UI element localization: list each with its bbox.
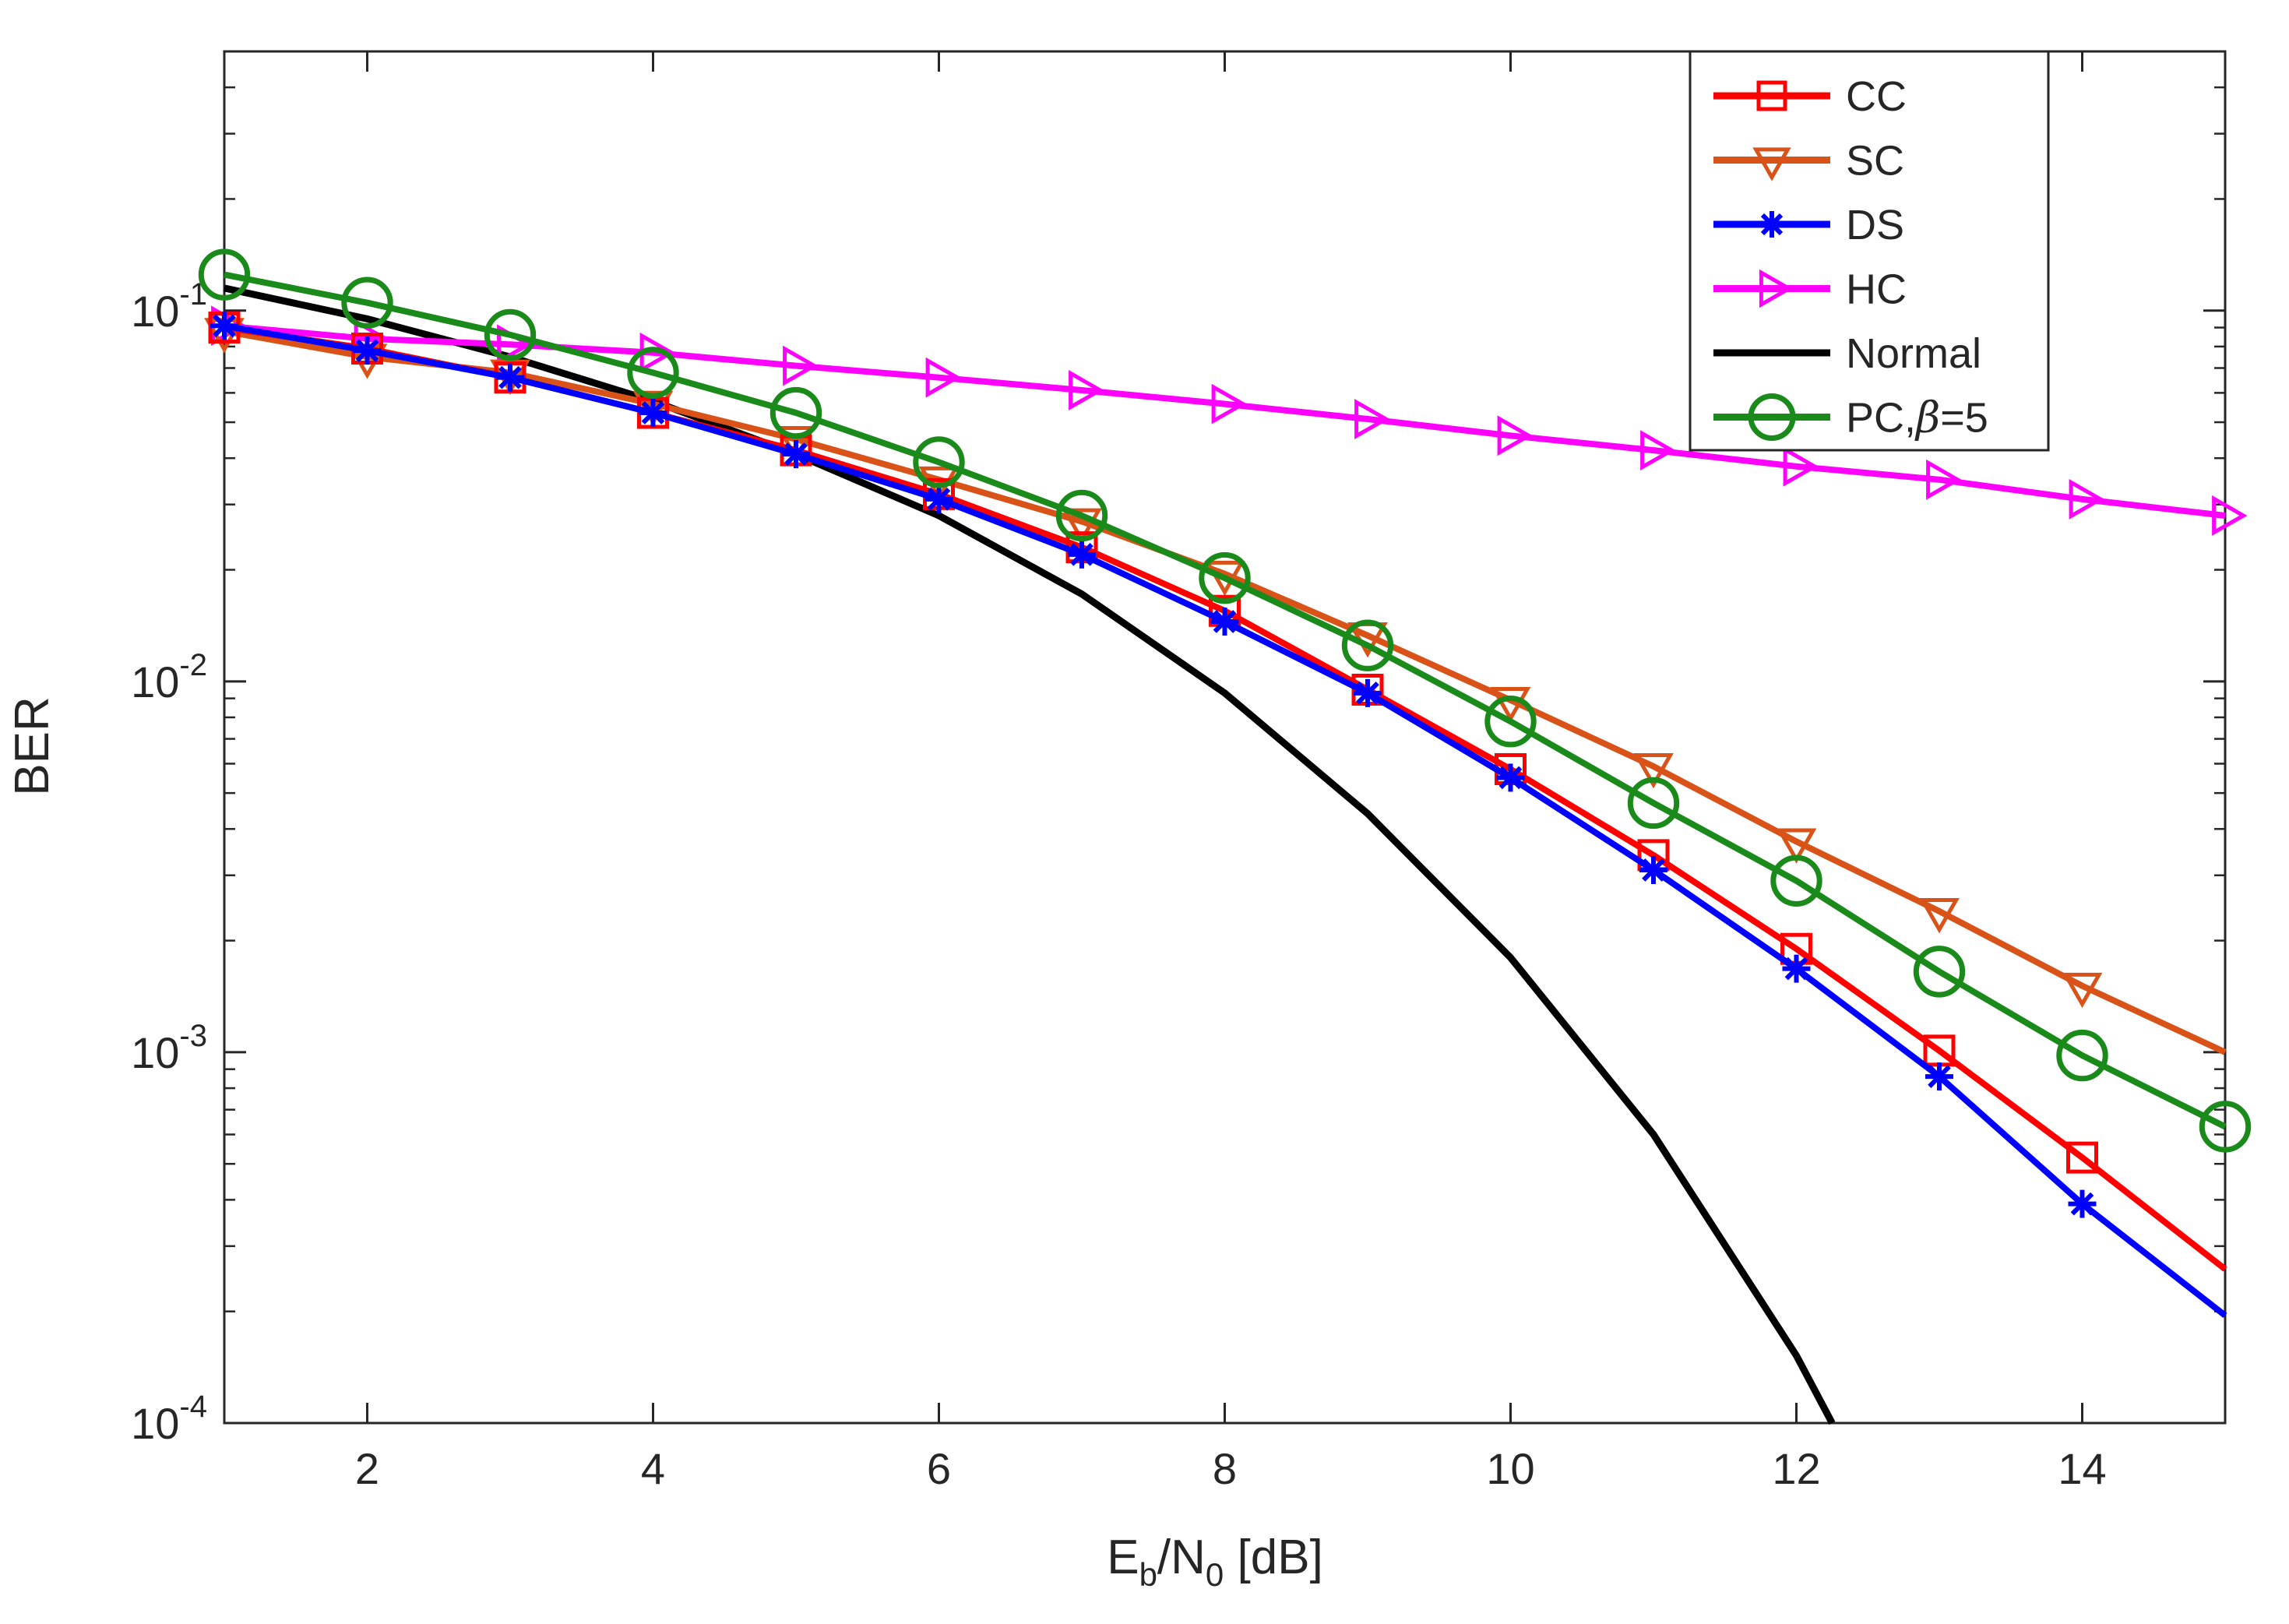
- triangle-down-marker: [2062, 972, 2103, 1009]
- triangle-right-marker: [2069, 479, 2104, 520]
- axes: 2 4 6 8 10 12 14 10-1 10-2 10-3 10-4: [131, 50, 2227, 1493]
- triangle-right-marker: [1354, 399, 1390, 439]
- y-tick-label: 10-4: [131, 1390, 207, 1448]
- square-marker: [1756, 80, 1787, 111]
- legend-label: HC: [1846, 266, 1907, 313]
- legend-label: Normal: [1846, 330, 1981, 377]
- x-tick-label: 14: [2058, 1444, 2106, 1493]
- triangle-down-marker: [1633, 753, 1674, 789]
- triangle-right-marker: [2212, 495, 2248, 536]
- circle-marker: [1199, 551, 1251, 604]
- legend-entry: HC: [1713, 266, 1907, 313]
- series-lines: [198, 248, 2252, 1425]
- circle-marker: [1484, 696, 1537, 748]
- legend-label: SC: [1846, 138, 1904, 185]
- x-tick-label: 2: [355, 1444, 379, 1493]
- asterisk-marker: [1068, 540, 1096, 569]
- triangle-right-marker: [1069, 370, 1104, 410]
- asterisk-marker: [353, 336, 382, 365]
- triangle-right-marker: [1211, 383, 1247, 424]
- asterisk-marker: [1925, 1062, 1953, 1091]
- circle-marker: [198, 248, 251, 301]
- series-ds: [210, 312, 2227, 1319]
- x-axis-title-sub2: 0: [1206, 1556, 1224, 1593]
- x-tick-label: 4: [641, 1444, 665, 1493]
- x-tick-label: 12: [1772, 1444, 1820, 1493]
- circle-marker: [2199, 1101, 2252, 1153]
- asterisk-marker: [924, 484, 953, 513]
- y-axis-title: BER: [5, 696, 59, 795]
- asterisk-marker: [1210, 608, 1239, 636]
- circle-marker: [1341, 619, 1394, 671]
- triangle-down-marker: [1490, 687, 1531, 723]
- legend-entry: Normal: [1713, 330, 1981, 377]
- circle-marker: [769, 386, 822, 439]
- asterisk-marker: [2068, 1189, 2097, 1218]
- y-tick-label: 10-3: [131, 1019, 207, 1077]
- asterisk-marker: [639, 399, 667, 428]
- x-axis-title: Eb/N0 [dB]: [1107, 1531, 1323, 1593]
- circle-marker: [627, 347, 679, 399]
- legend-label: PC,β=5: [1846, 393, 1988, 442]
- asterisk-marker: [496, 363, 524, 392]
- x-axis-title-base: E: [1107, 1531, 1139, 1584]
- triangle-down-marker: [1919, 898, 1960, 934]
- triangle-right-marker: [1497, 415, 1533, 456]
- asterisk-marker: [210, 312, 238, 340]
- legend-entry: DS: [1713, 202, 1904, 248]
- triangle-down-marker: [1776, 828, 1817, 864]
- circle-marker: [1055, 489, 1108, 542]
- y-tick-label: 10-2: [131, 648, 207, 706]
- asterisk-marker: [1782, 954, 1811, 983]
- asterisk-marker: [782, 440, 810, 469]
- x-tick-label: 10: [1486, 1444, 1534, 1493]
- square-marker: [2066, 1141, 2098, 1174]
- circle-marker: [913, 436, 965, 488]
- x-axis-title-tail: [dB]: [1224, 1531, 1323, 1584]
- circle-marker: [1770, 854, 1822, 907]
- y-tick-label: 10-1: [131, 277, 207, 336]
- triangle-right-marker: [925, 357, 961, 398]
- triangle-right-marker: [1759, 269, 1794, 308]
- series-line: [224, 271, 2227, 1130]
- circle-marker: [1913, 946, 1966, 998]
- legend-entry: PC,β=5: [1713, 393, 1988, 442]
- x-tick-label: 6: [927, 1444, 951, 1493]
- circle-marker: [1627, 777, 1680, 830]
- series-pc: [198, 248, 2252, 1153]
- asterisk-marker: [1759, 211, 1785, 238]
- legend: CC SC DS HC Normal PC,β=5: [1689, 50, 2050, 452]
- triangle-right-marker: [1640, 430, 1676, 471]
- asterisk-marker: [1354, 678, 1382, 707]
- legend-entry: CC: [1713, 73, 1907, 120]
- circle-marker: [341, 277, 393, 329]
- triangle-down-marker: [1062, 508, 1102, 544]
- series-line: [224, 328, 2227, 1055]
- triangle-down-marker: [1752, 147, 1791, 181]
- triangle-right-marker: [783, 345, 819, 386]
- circle-marker: [484, 308, 537, 361]
- triangle-down-marker: [776, 425, 816, 462]
- triangle-right-marker: [1926, 459, 1962, 500]
- triangle-right-marker: [1783, 446, 1819, 487]
- legend-box: [1689, 50, 2050, 452]
- legend-label: CC: [1846, 73, 1907, 120]
- circle-marker: [1748, 393, 1796, 441]
- asterisk-marker: [1496, 763, 1525, 792]
- asterisk-marker: [1639, 855, 1667, 884]
- x-axis-title-mid: /N: [1157, 1531, 1206, 1584]
- x-axis-title-sub1: b: [1139, 1556, 1157, 1593]
- legend-entry: SC: [1713, 138, 1904, 185]
- legend-label: DS: [1846, 202, 1904, 248]
- x-tick-label: 8: [1213, 1444, 1237, 1493]
- circle-marker: [2056, 1029, 2108, 1082]
